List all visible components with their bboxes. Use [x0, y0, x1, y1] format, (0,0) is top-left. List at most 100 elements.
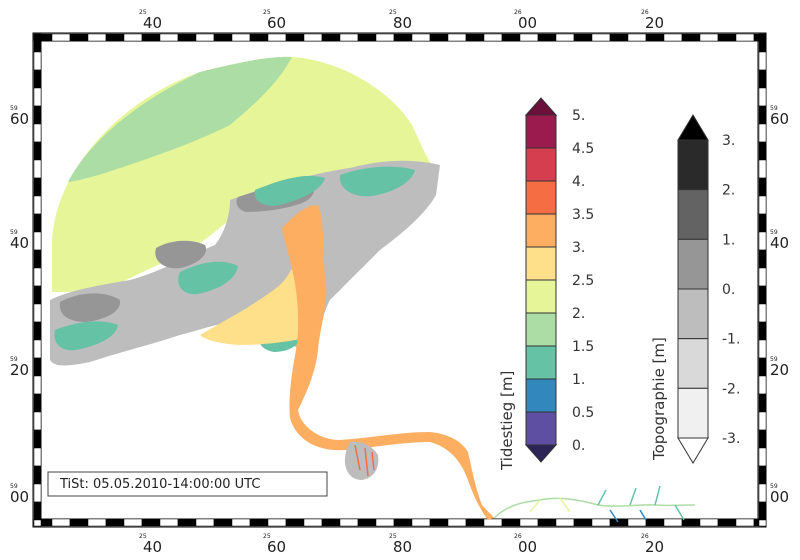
frame-segment	[483, 33, 503, 42]
colorbar-tick-label: 1.5	[572, 339, 594, 355]
river-branch-2	[529, 497, 571, 513]
frame-segment	[591, 518, 611, 527]
frame-segment	[33, 465, 42, 485]
colorbar-tick-label: 1.	[722, 232, 735, 248]
frame-segment	[213, 33, 233, 42]
frame-segment	[699, 33, 719, 42]
frame-segment	[758, 303, 767, 323]
frame-segment	[267, 33, 287, 42]
frame-segment	[758, 51, 767, 71]
frame-tick-degree: 25	[263, 9, 271, 16]
colorbar-segment	[677, 139, 709, 191]
frame-segment	[627, 518, 647, 527]
frame-segment	[393, 33, 413, 42]
frame-tick-minute: 40	[143, 538, 162, 556]
frame-segment	[33, 411, 42, 431]
frame-segment	[33, 33, 42, 53]
frame-segment	[758, 519, 767, 527]
frame-segment	[33, 303, 42, 323]
colorbar-segment	[677, 189, 709, 240]
frame-segment	[758, 177, 767, 197]
frame-tick-degree: 59	[10, 356, 18, 363]
frame-segment	[501, 518, 521, 527]
frame-segment	[645, 518, 665, 527]
frame-segment	[411, 33, 431, 42]
frame-segment	[758, 141, 767, 161]
frame-segment	[303, 518, 323, 527]
frame-segment	[758, 123, 767, 143]
colorbar-segment	[525, 378, 557, 413]
frame-segment	[609, 33, 629, 42]
frame-segment	[411, 518, 431, 527]
frame-segment	[758, 249, 767, 269]
frame-tick-degree: 26	[514, 533, 522, 540]
frame-segment	[758, 357, 767, 377]
frame-segment	[375, 518, 395, 527]
frame-segment	[758, 159, 767, 179]
frame-segment	[33, 285, 42, 305]
frame-segment	[33, 393, 42, 413]
frame-segment	[69, 33, 89, 42]
frame-segment	[717, 518, 737, 527]
frame-segment	[465, 33, 485, 42]
island-west	[59, 293, 121, 322]
frame-segment	[177, 33, 197, 42]
frame-segment	[267, 518, 287, 527]
colorbar-segment	[525, 114, 557, 149]
frame-segment	[339, 518, 359, 527]
river-branch-3	[609, 509, 647, 523]
frame-tick-degree: 25	[139, 9, 147, 16]
colorbar-segment	[525, 345, 557, 380]
frame-tick-degree: 26	[641, 533, 649, 540]
colorbar-tick-label: -3.	[722, 431, 740, 447]
colorbar-tick-label: 2.	[722, 183, 735, 199]
frame-segment	[33, 159, 42, 179]
colorbar-tick-label: 2.5	[572, 273, 594, 289]
frame-segment	[681, 518, 701, 527]
frame-segment	[758, 105, 767, 125]
frame-tick-minute: 20	[645, 14, 664, 32]
harbour-basin	[344, 441, 379, 480]
timestamp-box: TiSt: 05.05.2010-14:00:00 UTC	[47, 471, 328, 497]
frame-tick-minute: 80	[393, 14, 412, 32]
frame-segment	[339, 33, 359, 42]
frame-segment	[758, 447, 767, 467]
colorbar-segment	[525, 411, 557, 446]
frame-tick-degree: 25	[263, 533, 271, 540]
frame-segment	[758, 411, 767, 431]
frame-segment	[141, 33, 161, 42]
frame-segment	[33, 357, 42, 377]
harbour-channels	[354, 444, 375, 477]
frame-segment	[249, 33, 269, 42]
frame-tick-degree: 26	[514, 9, 522, 16]
river-upstream	[493, 497, 696, 519]
frame-segment	[123, 518, 143, 527]
frame-segment	[573, 33, 593, 42]
frame-tick-degree: 26	[641, 9, 649, 16]
frame-segment	[33, 87, 42, 107]
zone-2-5-3	[200, 230, 321, 345]
frame-segment	[758, 501, 767, 521]
frame-segment	[231, 518, 251, 527]
frame-segment	[758, 195, 767, 215]
frame-segment	[33, 105, 42, 125]
frame-segment	[447, 33, 467, 42]
frame-segment	[758, 339, 767, 359]
frame-segment	[699, 518, 719, 527]
frame-segment	[681, 33, 701, 42]
frame-segment	[33, 249, 42, 269]
frame-segment	[87, 518, 107, 527]
frame-segment	[555, 518, 575, 527]
frame-tick-degree: 59	[10, 483, 18, 490]
frame-tick-minute: 60	[770, 110, 789, 128]
frame-segment	[573, 518, 593, 527]
frame-tick-degree: 59	[10, 229, 18, 236]
colorbar-tick-label: 2.	[572, 306, 585, 322]
frame-segment	[195, 33, 215, 42]
frame-segment	[213, 518, 233, 527]
colorbar-tick-label: 3.5	[572, 207, 594, 223]
colorbar-under-triangle	[677, 437, 709, 464]
frame-segment	[303, 33, 323, 42]
frame-segment	[519, 33, 539, 42]
frame-segment	[758, 429, 767, 449]
